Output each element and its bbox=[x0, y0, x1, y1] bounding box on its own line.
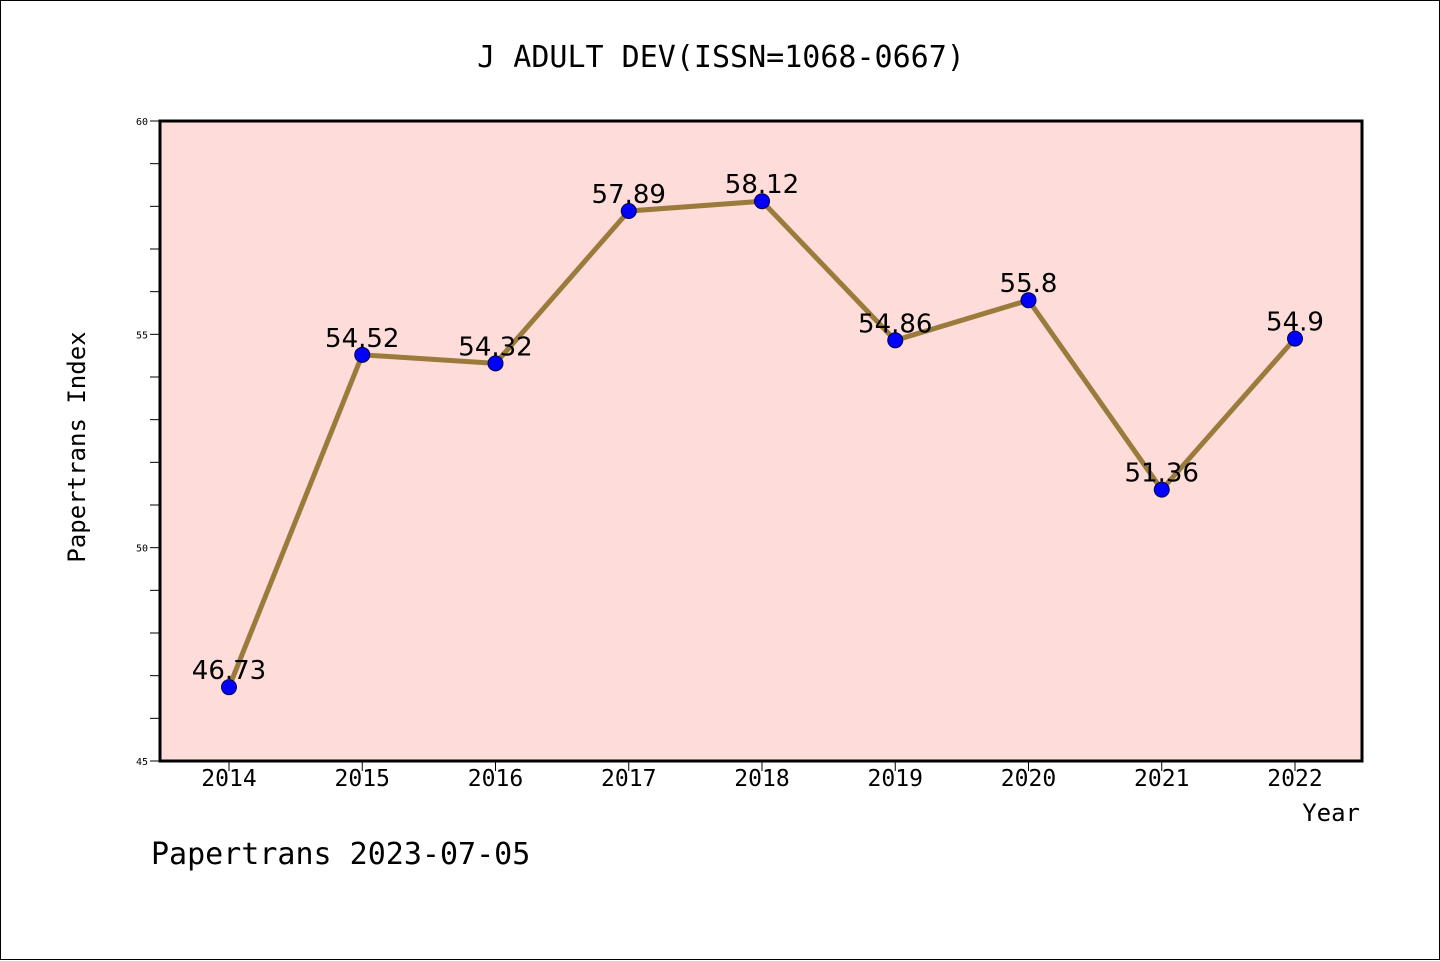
y-tick-label: 60 bbox=[136, 117, 148, 128]
data-point bbox=[620, 203, 637, 220]
x-tick-label: 2017 bbox=[601, 766, 656, 792]
data-label: 55.8 bbox=[1000, 269, 1058, 299]
data-point bbox=[354, 346, 371, 363]
data-point bbox=[221, 679, 237, 696]
x-tick-label: 2020 bbox=[1001, 766, 1056, 792]
data-label: 54.9 bbox=[1266, 308, 1324, 338]
x-axis-label: Year bbox=[1302, 799, 1360, 827]
data-label: 46.73 bbox=[192, 656, 266, 686]
data-point bbox=[1287, 330, 1303, 347]
data-label: 51.36 bbox=[1125, 459, 1199, 489]
data-point bbox=[487, 355, 504, 372]
x-tick-label: 2019 bbox=[868, 766, 923, 792]
x-tick-label: 2015 bbox=[335, 766, 390, 792]
series-line-group: 46.73 54.52 54.32 57.89 58.12 54.86 55.8 51.36 5… bbox=[192, 170, 1324, 696]
y-tick-label: 45 bbox=[136, 757, 148, 768]
x-tick-label: 2018 bbox=[734, 766, 789, 792]
y-tick-label: 55 bbox=[136, 330, 148, 341]
x-axis: 2014 2015 2016 2017 2018 2019 2020 2021 2022 bbox=[201, 762, 1323, 792]
data-point bbox=[1153, 481, 1170, 498]
x-tick-label: 2022 bbox=[1267, 766, 1322, 792]
x-tick-label: 2016 bbox=[468, 766, 523, 792]
plot-area bbox=[158, 119, 1364, 763]
data-label: 58.12 bbox=[725, 170, 799, 200]
data-label: 54.32 bbox=[458, 332, 532, 362]
data-label: 54.52 bbox=[325, 324, 399, 354]
data-point bbox=[754, 193, 770, 210]
y-tick-label: 50 bbox=[136, 544, 148, 555]
data-label: 57.89 bbox=[592, 180, 666, 210]
x-tick-label: 2014 bbox=[201, 766, 256, 792]
chart-title: J ADULT DEV(ISSN=1068-0667) bbox=[477, 40, 965, 75]
data-label: 54.86 bbox=[858, 309, 932, 339]
footer-text: Papertrans 2023-07-05 bbox=[151, 837, 530, 872]
y-axis: 45 50 55 60 bbox=[136, 117, 159, 768]
x-tick-label: 2021 bbox=[1134, 766, 1189, 792]
y-axis-label: Papertrans Index bbox=[63, 331, 91, 562]
data-point bbox=[887, 332, 904, 349]
data-point bbox=[1020, 292, 1037, 309]
